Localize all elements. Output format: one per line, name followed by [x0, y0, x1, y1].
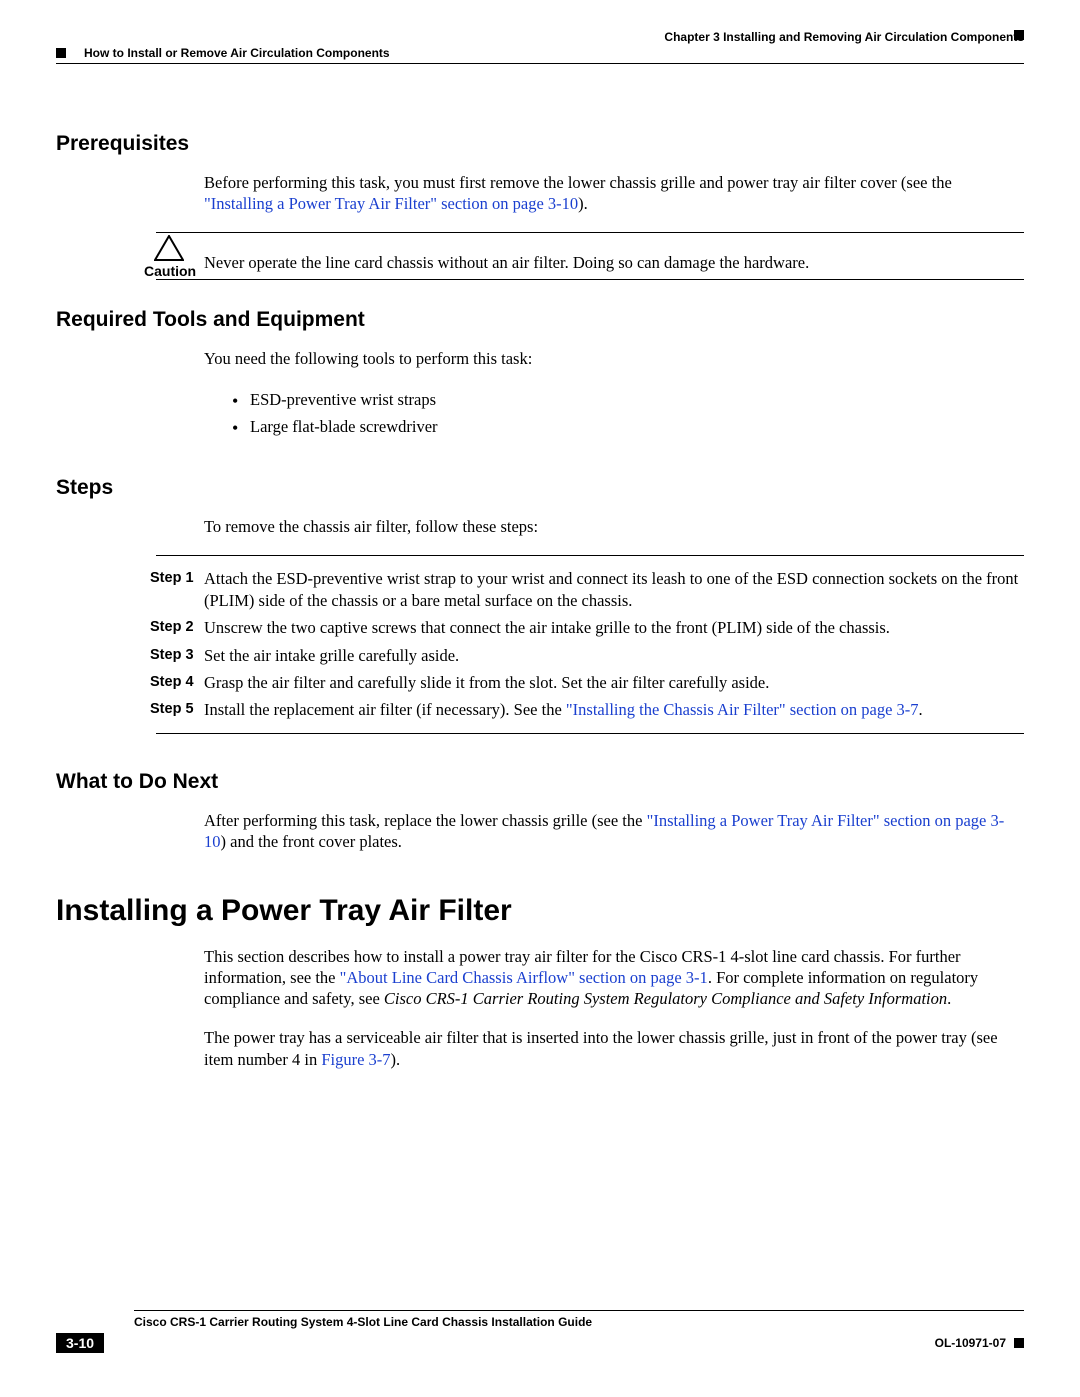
step-text: Set the air intake grille carefully asid… [204, 645, 1024, 666]
decorative-square [56, 48, 66, 58]
xref-link[interactable]: Figure 3-7 [321, 1050, 390, 1069]
list-item: Large flat-blade screwdriver [232, 414, 1024, 440]
step-row: Step 3 Set the air intake grille careful… [56, 645, 1024, 666]
footer-doc-title: Cisco CRS-1 Carrier Routing System 4-Slo… [56, 1315, 1024, 1329]
decorative-square [1014, 30, 1024, 40]
prereq-body: Before performing this task, you must fi… [56, 172, 1024, 214]
step-row: Step 2 Unscrew the two captive screws th… [56, 617, 1024, 638]
caution-label: Caution [144, 263, 196, 279]
heading-whatnext: What to Do Next [56, 770, 1024, 794]
heading-steps: Steps [56, 476, 1024, 500]
page-header: Chapter 3 Installing and Removing Air Ci… [56, 30, 1024, 64]
install-p1: This section describes how to install a … [56, 946, 1024, 1009]
xref-link[interactable]: "Installing a Power Tray Air Filter" sec… [204, 194, 578, 213]
steps-intro: To remove the chassis air filter, follow… [56, 516, 1024, 537]
tools-list: ESD-preventive wrist straps Large flat-b… [56, 387, 1024, 440]
step-row: Step 5 Install the replacement air filte… [56, 699, 1024, 720]
step-label: Step 2 [56, 617, 204, 638]
whatnext-body: After performing this task, replace the … [56, 810, 1024, 852]
chapter-label: Chapter 3 Installing and Removing Air Ci… [56, 30, 1024, 44]
step-row: Step 4 Grasp the air filter and carefull… [56, 672, 1024, 693]
heading-prerequisites: Prerequisites [56, 132, 1024, 156]
decorative-square [1014, 1338, 1024, 1348]
step-label: Step 4 [56, 672, 204, 693]
heading-tools: Required Tools and Equipment [56, 308, 1024, 332]
heading-install: Installing a Power Tray Air Filter [56, 894, 1024, 928]
step-text: Attach the ESD-preventive wrist strap to… [204, 568, 1024, 611]
list-item: ESD-preventive wrist straps [232, 387, 1024, 413]
section-label: How to Install or Remove Air Circulation… [56, 46, 1024, 60]
install-p2: The power tray has a serviceable air fil… [56, 1027, 1024, 1069]
tools-intro: You need the following tools to perform … [56, 348, 1024, 369]
xref-link[interactable]: "About Line Card Chassis Airflow" sectio… [340, 968, 708, 987]
xref-link[interactable]: "Installing the Chassis Air Filter" sect… [566, 700, 919, 719]
doc-id: OL-10971-07 [935, 1336, 1006, 1350]
caution-block: Caution Never operate the line card chas… [56, 232, 1024, 280]
step-text: Install the replacement air filter (if n… [204, 699, 1024, 720]
page-number: 3-10 [56, 1333, 104, 1353]
step-label: Step 1 [56, 568, 204, 611]
step-label: Step 3 [56, 645, 204, 666]
caution-text: Never operate the line card chassis with… [204, 239, 1024, 273]
step-text: Unscrew the two captive screws that conn… [204, 617, 1024, 638]
step-label: Step 5 [56, 699, 204, 720]
doc-title-italic: Cisco CRS-1 Carrier Routing System Regul… [384, 989, 947, 1008]
step-row: Step 1 Attach the ESD-preventive wrist s… [56, 568, 1024, 611]
step-text: Grasp the air filter and carefully slide… [204, 672, 1024, 693]
caution-icon [154, 235, 184, 261]
page-footer: Cisco CRS-1 Carrier Routing System 4-Slo… [56, 1310, 1024, 1353]
